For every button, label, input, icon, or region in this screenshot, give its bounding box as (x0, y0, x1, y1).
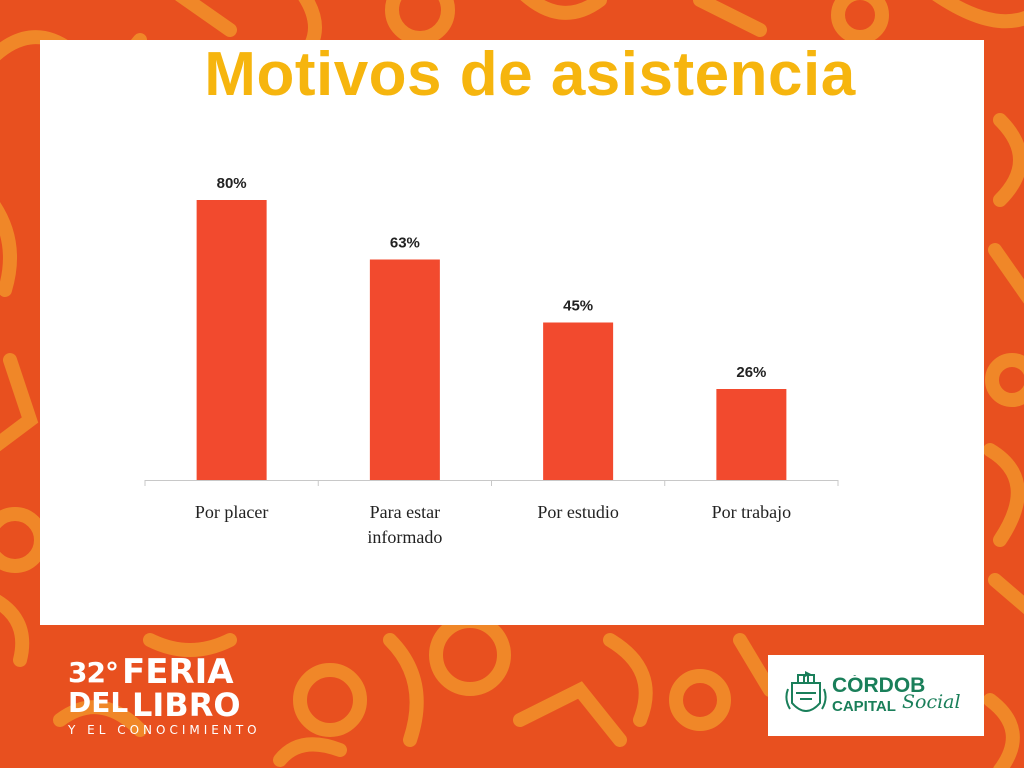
bar-2 (369, 259, 440, 480)
slide-title: Motivos de asistencia (204, 40, 856, 109)
city-seal-icon (785, 671, 827, 712)
bar-4 (716, 389, 787, 480)
feria-del-word: DEL (68, 686, 129, 719)
data-label: 63% (390, 235, 420, 252)
feria-subtitle: Y EL CONOCIMIENTO (68, 723, 261, 737)
bar-1 (196, 200, 267, 480)
cordoba-capital-social-logo: CÓRDOB CAPITAL Social (768, 655, 984, 736)
feria-del-libro-logo: 32° FERIA DEL LIBRO Y EL CONOCIMIENTO (0, 655, 270, 740)
cordoba-capital: CAPITAL (832, 698, 896, 715)
feria-edition-number: 32° (68, 656, 119, 689)
category-label: Para estar informado (367, 502, 442, 547)
cordoba-social: Social (902, 691, 961, 713)
category-label: Por estudio (537, 502, 619, 522)
data-label: 26% (736, 364, 766, 381)
category-label: Por placer (195, 502, 268, 522)
feria-word: FERIA (122, 652, 234, 692)
cordoba-name: CÓRDOB (832, 675, 926, 696)
data-label: 80% (217, 175, 247, 192)
feria-libro-word: LIBRO (132, 686, 241, 724)
bar-3 (543, 322, 614, 480)
category-label: Por trabajo (712, 502, 791, 522)
data-label: 45% (563, 298, 593, 315)
